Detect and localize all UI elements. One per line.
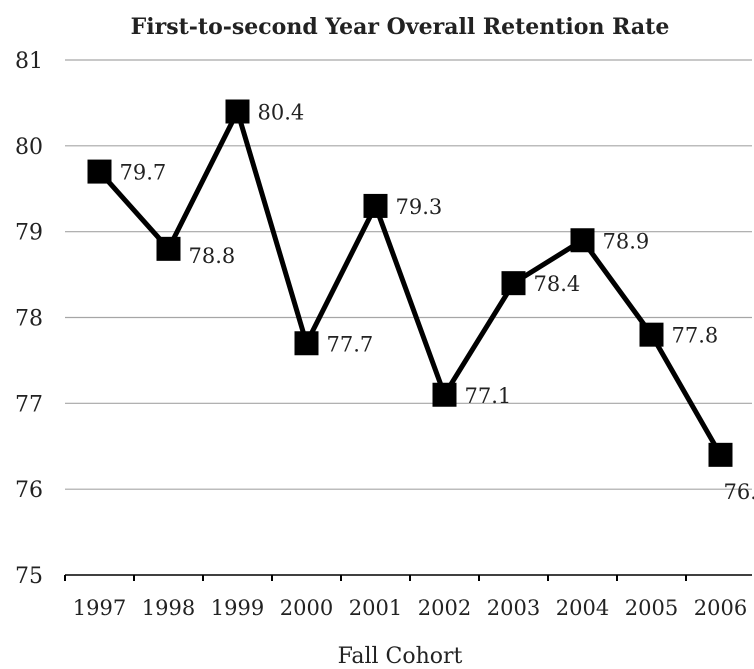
x-axis-tick-labels: 1997 1998 1999 2000 2001 2002 2003 2004 2005 2006 (73, 596, 747, 620)
data-label-1998: 78.8 (189, 244, 236, 268)
series-retention-rate (97, 104, 723, 457)
data-label-2004: 78.9 (603, 229, 650, 253)
y-tick-label-80: 80 (15, 135, 43, 160)
x-tick-label-2003: 2003 (487, 596, 540, 620)
data-point-marker-1998 (156, 236, 181, 261)
y-tick-label-81: 81 (15, 49, 43, 74)
data-point-marker-2001 (363, 193, 388, 218)
data-label-2000: 77.7 (327, 332, 374, 356)
data-label-1999: 80.4 (258, 101, 305, 125)
y-tick-label-77: 77 (15, 392, 43, 417)
y-tick-label-76: 76 (15, 478, 43, 503)
x-tick-label-1999: 1999 (211, 596, 264, 620)
y-axis-tick-labels: 75 76 77 78 79 80 81 (15, 49, 43, 589)
data-point-marker-2002 (432, 382, 457, 407)
data-point-marker-2003 (501, 271, 526, 296)
y-tick-label-78: 78 (15, 307, 43, 332)
data-label-2001: 79.3 (396, 195, 443, 219)
gridlines (65, 59, 752, 490)
x-tick-label-2005: 2005 (625, 596, 678, 620)
x-tick-label-1998: 1998 (142, 596, 195, 620)
data-point-marker-2000 (294, 331, 319, 356)
x-tick-label-2004: 2004 (556, 596, 609, 620)
data-markers (87, 99, 733, 467)
x-tick-label-2002: 2002 (418, 596, 471, 620)
data-point-marker-2006 (708, 442, 733, 467)
data-point-marker-1999 (225, 99, 250, 124)
x-tick-label-2006: 2006 (694, 596, 747, 620)
data-point-marker-1997 (87, 159, 112, 184)
data-point-marker-2004 (570, 228, 595, 253)
series-line (97, 104, 723, 457)
x-tick-label-1997: 1997 (73, 596, 126, 620)
x-tick-label-2000: 2000 (280, 596, 333, 620)
data-label-2005: 77.8 (672, 324, 719, 348)
data-label-2002: 77.1 (465, 384, 512, 408)
y-tick-label-79: 79 (15, 221, 43, 246)
data-label-2006: 76.4 (724, 480, 754, 504)
data-label-1997: 79.7 (120, 161, 167, 185)
data-point-marker-2005 (639, 322, 664, 347)
y-tick-label-75: 75 (15, 564, 43, 589)
data-label-2003: 78.4 (534, 272, 581, 296)
chart-title: First-to-second Year Overall Retention R… (131, 14, 670, 40)
data-labels: 79.7 78.8 80.4 77.7 79.3 77.1 78.4 78.9 77.8 76.4 (120, 101, 754, 504)
x-axis (64, 574, 752, 581)
x-axis-title: Fall Cohort (338, 644, 463, 669)
x-tick-label-2001: 2001 (349, 596, 402, 620)
